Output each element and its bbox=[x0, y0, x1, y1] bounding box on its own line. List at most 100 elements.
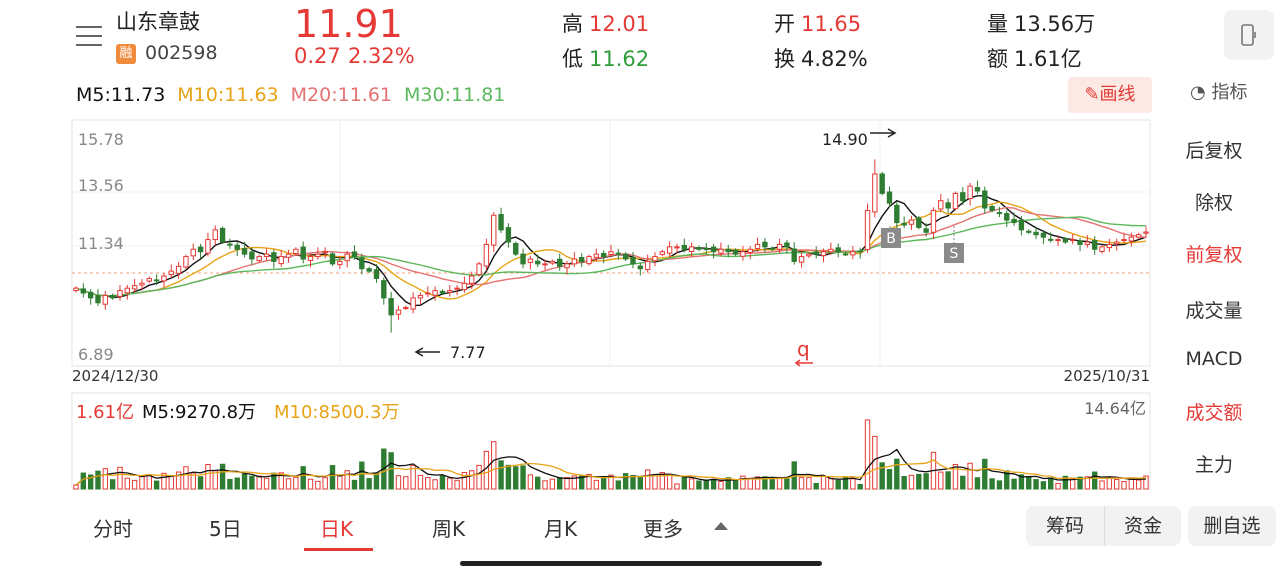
volume-bar bbox=[549, 478, 556, 490]
tab-intraday[interactable]: 分时 bbox=[93, 517, 133, 541]
y-tick-label: 11.34 bbox=[78, 234, 124, 253]
caret-up-icon[interactable] bbox=[714, 522, 728, 530]
amount-stat: 额 1.61亿 bbox=[987, 43, 1082, 73]
volume-bar bbox=[784, 476, 790, 490]
candle-body bbox=[1128, 236, 1135, 242]
volume-bar bbox=[432, 479, 438, 490]
active-tab-indicator bbox=[304, 548, 373, 551]
candle-body bbox=[637, 265, 644, 270]
ma30-line bbox=[75, 216, 1146, 297]
volume-bar bbox=[263, 477, 270, 490]
tab-more[interactable]: 更多 bbox=[643, 517, 683, 541]
rp-item-ex-rights[interactable]: 除权 bbox=[1194, 192, 1233, 214]
chips-button[interactable]: 筹码 bbox=[1026, 506, 1104, 546]
volume-bar bbox=[806, 477, 812, 490]
candle-body bbox=[549, 260, 556, 264]
volume-bar bbox=[146, 474, 152, 490]
candle-body bbox=[351, 251, 358, 258]
volume-bar bbox=[417, 474, 424, 490]
candle-body bbox=[938, 200, 944, 210]
high-value: 12.01 bbox=[589, 12, 650, 36]
volume-bar bbox=[139, 476, 145, 490]
draw-line-button[interactable]: ✎画线 bbox=[1068, 77, 1152, 113]
high-label: 高 bbox=[562, 12, 583, 36]
volume-bar bbox=[183, 466, 189, 490]
volume-bar bbox=[747, 477, 753, 490]
candle-body bbox=[967, 185, 973, 199]
rp-item-volume[interactable]: 成交量 bbox=[1185, 300, 1243, 322]
amount-value: 1.61亿 bbox=[1014, 47, 1082, 71]
volume-bar bbox=[557, 477, 563, 490]
max-price-label: 14.90 bbox=[822, 130, 868, 149]
volume-label: 量 bbox=[987, 12, 1008, 36]
candle-body bbox=[395, 309, 402, 315]
rp-item-amount[interactable]: 成交额 bbox=[1185, 402, 1243, 424]
candle-body bbox=[410, 297, 416, 310]
volume-bar bbox=[95, 470, 101, 490]
candle-body bbox=[447, 290, 453, 293]
rp-item-back-adjust[interactable]: 后复权 bbox=[1185, 140, 1243, 162]
volume-bar bbox=[982, 458, 988, 490]
buy-marker[interactable]: B bbox=[881, 226, 901, 248]
rp-item-forward-adjust[interactable]: 前复权 bbox=[1185, 244, 1243, 266]
candle-body bbox=[1070, 239, 1076, 242]
remove-watchlist-button[interactable]: 删自选 bbox=[1188, 506, 1276, 546]
candle-body bbox=[491, 214, 497, 246]
volume-bar bbox=[337, 475, 343, 490]
max-arrow-icon bbox=[870, 128, 897, 138]
candle-body bbox=[513, 242, 519, 255]
candle-body bbox=[674, 246, 680, 249]
volume-bar bbox=[219, 463, 226, 490]
candle-body bbox=[285, 253, 292, 258]
candle-body bbox=[73, 287, 79, 292]
candle-body bbox=[681, 244, 687, 250]
rp-item-macd[interactable]: MACD bbox=[1185, 348, 1243, 370]
candle-body bbox=[322, 251, 328, 254]
turnover-value: 4.82% bbox=[801, 47, 868, 71]
candle-body bbox=[1004, 213, 1010, 221]
candle-body bbox=[454, 287, 460, 290]
candle-body bbox=[117, 290, 123, 297]
tab-weekly-k[interactable]: 周K bbox=[432, 517, 466, 541]
funds-button[interactable]: 资金 bbox=[1104, 506, 1181, 546]
tab-5day[interactable]: 5日 bbox=[209, 517, 242, 541]
volume-bar bbox=[1033, 479, 1039, 490]
kline-chart[interactable]: 15.78 13.56 11.34 6.89 14.90 7.77 B S q … bbox=[0, 0, 1160, 500]
candle-body bbox=[1062, 238, 1069, 243]
stock-code: 002598 bbox=[145, 42, 218, 64]
candle-body bbox=[578, 257, 585, 262]
candle-body bbox=[857, 250, 863, 253]
tab-daily-k[interactable]: 日K bbox=[320, 517, 354, 541]
tab-monthly-k[interactable]: 月K bbox=[544, 517, 578, 541]
candle-body bbox=[652, 256, 658, 262]
open-value: 11.65 bbox=[801, 12, 862, 36]
volume-bar bbox=[1055, 482, 1061, 490]
candle-body bbox=[908, 219, 915, 225]
volume-bar bbox=[227, 478, 233, 490]
indicator-button[interactable]: ◔ 指标 bbox=[1190, 78, 1247, 104]
menu-icon[interactable] bbox=[76, 26, 102, 46]
candle-body bbox=[417, 294, 424, 299]
volume-value: 13.56万 bbox=[1014, 12, 1096, 36]
volume-bar bbox=[542, 480, 548, 490]
volume-ma10-line bbox=[75, 459, 1147, 486]
volume-bar bbox=[359, 461, 365, 490]
candle-body bbox=[923, 228, 929, 233]
device-switch-button[interactable] bbox=[1224, 10, 1274, 60]
volume-bar bbox=[828, 477, 834, 490]
candle-body bbox=[329, 253, 336, 265]
candle-body bbox=[1121, 239, 1127, 242]
volume-bar bbox=[285, 478, 292, 490]
candle-body bbox=[527, 258, 534, 263]
price-grid bbox=[72, 120, 1150, 366]
sell-marker[interactable]: S bbox=[944, 226, 964, 263]
phone-icon bbox=[1241, 24, 1256, 46]
volume-bar bbox=[938, 471, 944, 490]
pencil-icon: ✎ bbox=[1084, 84, 1100, 105]
candle-body bbox=[439, 290, 446, 294]
volume-bar bbox=[351, 479, 358, 490]
volume-bar bbox=[1121, 481, 1127, 490]
volume-bar bbox=[901, 476, 907, 490]
rp-item-main-force[interactable]: 主力 bbox=[1194, 454, 1233, 476]
low-value: 11.62 bbox=[589, 47, 650, 71]
